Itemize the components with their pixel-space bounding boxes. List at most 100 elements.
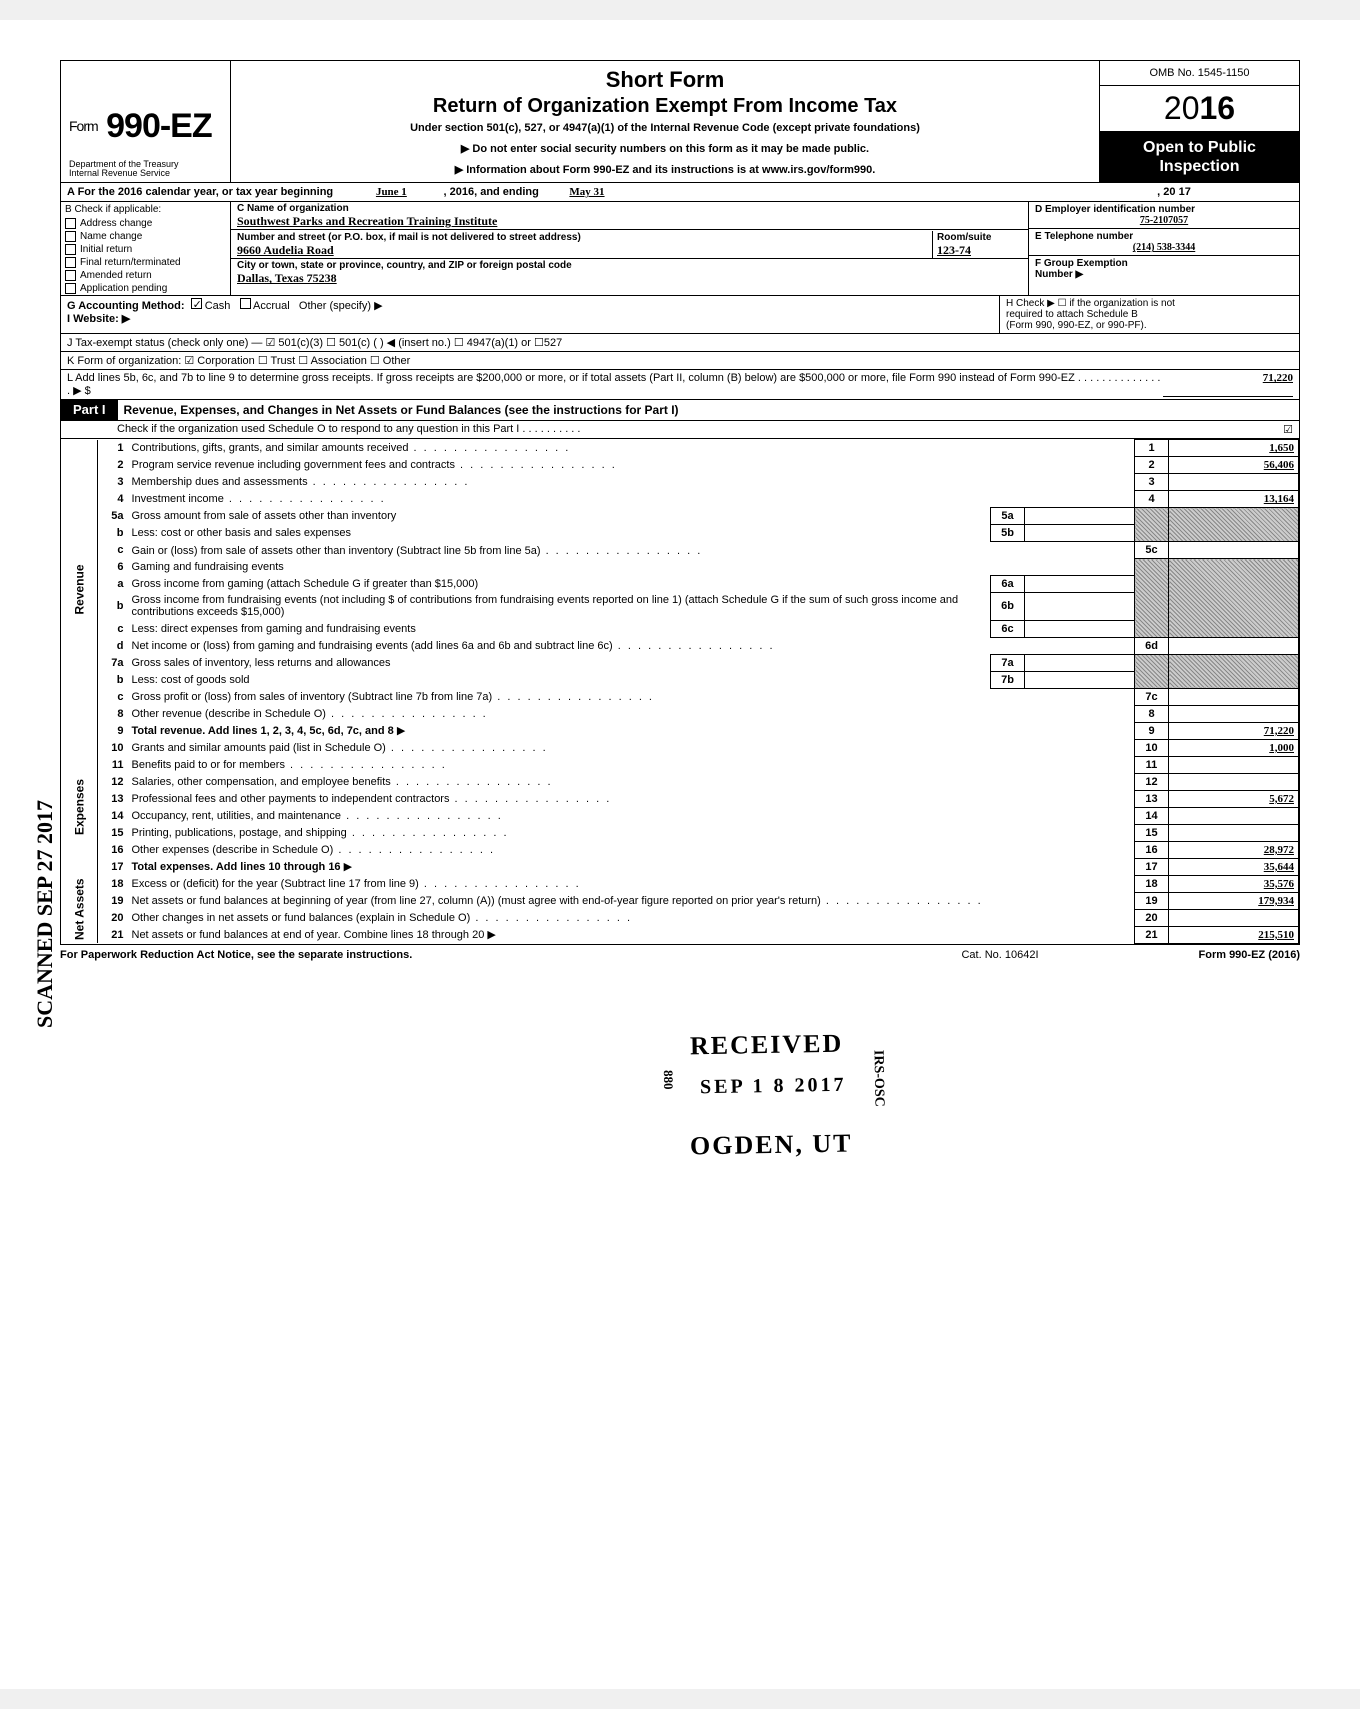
omb-number: OMB No. 1545-1150 xyxy=(1100,61,1299,86)
line-rn: 21 xyxy=(1135,926,1169,943)
line-desc: Membership dues and assessments xyxy=(128,474,1135,491)
line-num: c xyxy=(98,542,128,559)
chk-final-return[interactable]: Final return/terminated xyxy=(61,256,230,269)
line-desc: Other revenue (describe in Schedule O) xyxy=(128,705,1135,722)
line-shade xyxy=(1135,654,1169,688)
ein-label: D Employer identification number xyxy=(1035,204,1195,215)
line-num: 21 xyxy=(98,926,128,943)
form-page: Form 990-EZ Department of the Treasury I… xyxy=(0,20,1360,1689)
checkbox-cash-icon[interactable] xyxy=(191,298,202,309)
line-num: 9 xyxy=(98,722,128,739)
line-desc: Contributions, gifts, grants, and simila… xyxy=(128,440,1135,457)
line-desc-bold: Total expenses. Add lines 10 through 16 xyxy=(132,861,341,873)
checkbox-icon xyxy=(65,231,76,242)
year-prefix: 20 xyxy=(1164,90,1200,126)
room-value: 123-74 xyxy=(937,243,971,257)
group-exemption-label-2: Number ▶ xyxy=(1035,269,1083,280)
line-rn: 20 xyxy=(1135,909,1169,926)
line-rn: 15 xyxy=(1135,824,1169,841)
row-l: L Add lines 5b, 6c, and 7b to line 9 to … xyxy=(61,370,1299,399)
phone-label: E Telephone number xyxy=(1035,231,1133,242)
form-number-cell: Form 990-EZ Department of the Treasury I… xyxy=(61,61,231,182)
row-ghi: G Accounting Method: Cash Accrual Other … xyxy=(61,296,1299,334)
line-rv xyxy=(1169,807,1299,824)
line-desc: Program service revenue including govern… xyxy=(128,457,1135,474)
row-a: A For the 2016 calendar year, or tax yea… xyxy=(61,183,1299,202)
check-o-box[interactable]: ☑ xyxy=(1283,423,1293,436)
line-num: 5a xyxy=(98,508,128,525)
line-desc: Other expenses (describe in Schedule O) xyxy=(128,841,1135,858)
chk-initial-return[interactable]: Initial return xyxy=(61,243,230,256)
line-mid-val xyxy=(1025,508,1135,525)
line-num: 11 xyxy=(98,756,128,773)
form-number-text: 990-EZ xyxy=(106,107,212,145)
stamp-received: RECEIVED xyxy=(690,1029,844,1062)
line-rv xyxy=(1169,688,1299,705)
line-rn: 14 xyxy=(1135,807,1169,824)
row-a-label: A For the 2016 calendar year, or tax yea… xyxy=(67,186,333,198)
line-table: Revenue 1Contributions, gifts, grants, a… xyxy=(61,439,1299,944)
line-rv xyxy=(1169,637,1299,654)
line-desc: Gain or (loss) from sale of assets other… xyxy=(128,542,1135,559)
chk-address-change[interactable]: Address change xyxy=(61,217,230,230)
schedule-b-line-2: required to attach Schedule B xyxy=(1006,309,1293,320)
department: Department of the Treasury Internal Reve… xyxy=(69,160,222,179)
check-schedule-o: Check if the organization used Schedule … xyxy=(61,421,1299,439)
line-rv xyxy=(1169,756,1299,773)
side-expenses: Expenses xyxy=(61,739,98,875)
col-gi: G Accounting Method: Cash Accrual Other … xyxy=(61,296,999,333)
line-desc: Salaries, other compensation, and employ… xyxy=(128,773,1135,790)
line-desc: Benefits paid to or for members xyxy=(128,756,1135,773)
line-rv xyxy=(1169,824,1299,841)
form-number: Form 990-EZ xyxy=(69,107,222,146)
line-desc: Investment income xyxy=(128,491,1135,508)
line-num: 10 xyxy=(98,739,128,756)
header-row: Form 990-EZ Department of the Treasury I… xyxy=(61,61,1299,183)
col-c: C Name of organization Southwest Parks a… xyxy=(231,202,1029,295)
block-bcdef: B Check if applicable: Address change Na… xyxy=(61,202,1299,296)
city-label: City or town, state or province, country… xyxy=(237,260,1022,271)
line-rn: 12 xyxy=(1135,773,1169,790)
line-num: b xyxy=(98,671,128,688)
line-desc: Gross sales of inventory, less returns a… xyxy=(128,654,991,671)
chk-application-pending[interactable]: Application pending xyxy=(61,282,230,295)
line-rn: 4 xyxy=(1135,491,1169,508)
line-num: 16 xyxy=(98,841,128,858)
line-mid-num: 6b xyxy=(991,592,1025,620)
line-rv: 56,406 xyxy=(1169,457,1299,474)
line-desc: Less: cost or other basis and sales expe… xyxy=(128,525,991,542)
line-desc-bold: Total revenue. Add lines 1, 2, 3, 4, 5c,… xyxy=(132,725,394,737)
year-cell: OMB No. 1545-1150 2016 Open to Public In… xyxy=(1099,61,1299,182)
footer: For Paperwork Reduction Act Notice, see … xyxy=(60,945,1300,961)
city-value: Dallas, Texas 75238 xyxy=(237,271,1022,286)
form-frame: Form 990-EZ Department of the Treasury I… xyxy=(60,60,1300,945)
tax-year-end-year: , 20 17 xyxy=(1157,186,1191,198)
line-rv xyxy=(1169,909,1299,926)
line-desc: Grants and similar amounts paid (list in… xyxy=(128,739,1135,756)
col-def: D Employer identification number 75-2107… xyxy=(1029,202,1299,295)
line-rn: 5c xyxy=(1135,542,1169,559)
other-label: Other (specify) ▶ xyxy=(299,300,383,312)
chk-name-change[interactable]: Name change xyxy=(61,230,230,243)
col-h: H Check ▶ ☐ if the organization is not r… xyxy=(999,296,1299,333)
checkbox-accrual-icon[interactable] xyxy=(240,298,251,309)
line-num: d xyxy=(98,637,128,654)
group-exemption-label-1: F Group Exemption xyxy=(1035,258,1128,269)
title-return: Return of Organization Exempt From Incom… xyxy=(239,95,1091,118)
chk-amended-return[interactable]: Amended return xyxy=(61,269,230,282)
line-num: 14 xyxy=(98,807,128,824)
checkbox-icon xyxy=(65,257,76,268)
line-desc: Less: direct expenses from gaming and fu… xyxy=(128,620,991,637)
cash-label: Cash xyxy=(205,300,231,312)
line-desc: Gross income from fundraising events (no… xyxy=(128,592,991,620)
line-rv: 1,000 xyxy=(1169,739,1299,756)
org-name-label: C Name of organization xyxy=(237,203,1022,214)
line-rv: 35,576 xyxy=(1169,875,1299,892)
line-rn: 18 xyxy=(1135,875,1169,892)
line-rn: 19 xyxy=(1135,892,1169,909)
row-l-amount: 71,220 xyxy=(1163,372,1293,397)
line-rv xyxy=(1169,705,1299,722)
part-i-title: Revenue, Expenses, and Changes in Net As… xyxy=(118,399,1299,421)
line-num: b xyxy=(98,525,128,542)
line-shade xyxy=(1169,508,1299,542)
